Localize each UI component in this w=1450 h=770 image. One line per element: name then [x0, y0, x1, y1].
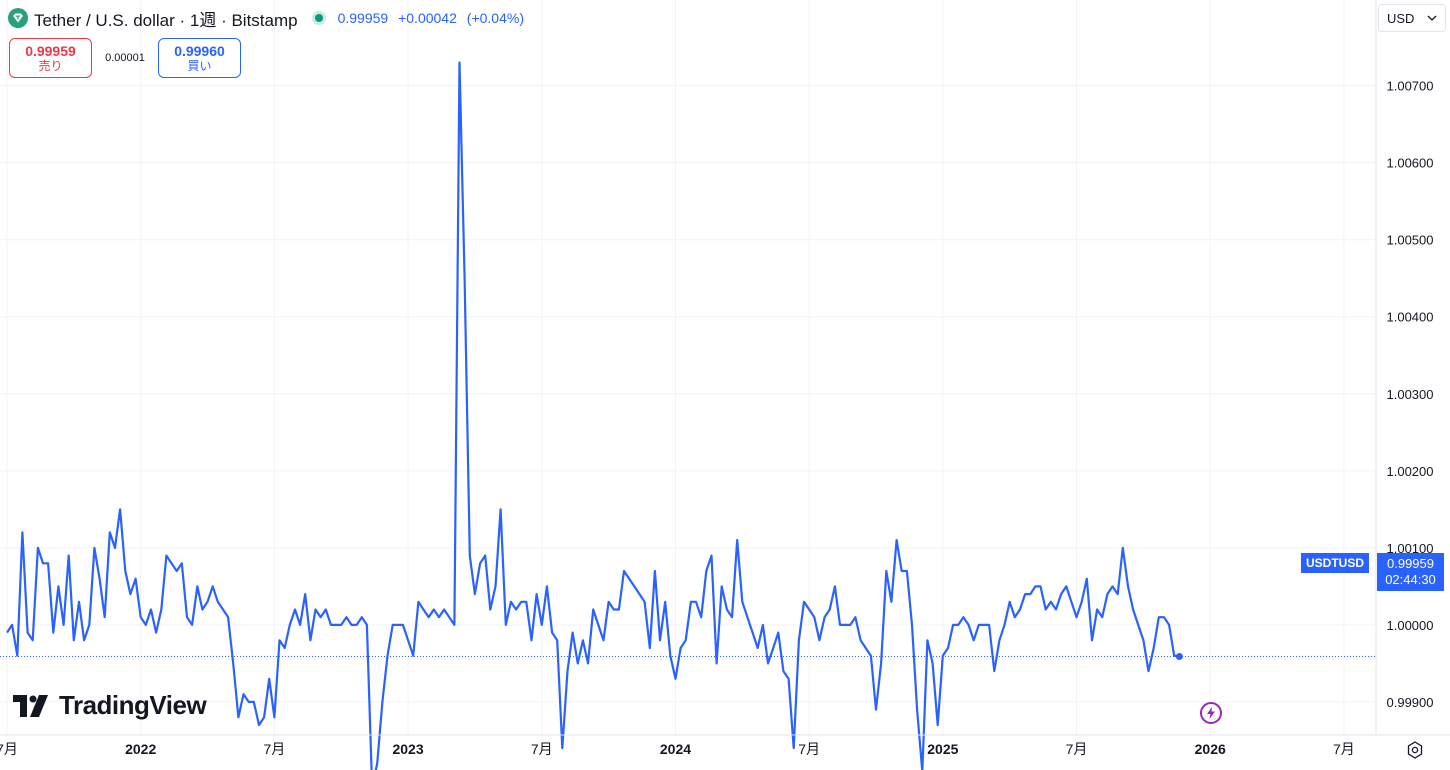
x-tick-label: 2024	[660, 741, 691, 757]
buy-price: 0.99960	[174, 42, 225, 59]
series-layer	[6, 61, 1183, 770]
header-change: +0.00042	[398, 10, 457, 26]
buy-button[interactable]: 0.99960 買い	[158, 38, 241, 78]
sell-button[interactable]: 0.99959 売り	[9, 38, 92, 78]
y-tick-label: 0.99900	[1387, 695, 1434, 710]
x-tick-label: 7月	[531, 741, 553, 757]
last-price-tag: 0.99959 02:44:30	[1377, 553, 1444, 591]
x-tick-label: 7月	[263, 741, 285, 757]
y-tick-label: 1.00400	[1387, 310, 1434, 325]
time-axis: 7月 2022 7月 2023 7月 2024 7月 2025 7月 2026 7月	[0, 741, 1355, 757]
symbol-title[interactable]: Tether / U.S. dollar · 1週 · Bitstamp	[34, 10, 298, 30]
y-tick-label: 1.00700	[1387, 79, 1434, 94]
bar-countdown: 02:44:30	[1385, 572, 1436, 587]
price-line-series	[6, 61, 1180, 770]
tether-logo-icon	[8, 8, 28, 28]
gear-icon[interactable]	[1403, 738, 1427, 762]
x-tick-label: 2022	[125, 741, 156, 757]
last-price-point	[1175, 652, 1183, 660]
chart-header: Tether / U.S. dollar · 1週 · Bitstamp 0.9…	[8, 6, 530, 30]
trade-panel: 0.99959 売り 0.00001 0.99960 買い	[9, 38, 241, 78]
x-tick-label: 7月	[798, 741, 820, 757]
spread-value: 0.00001	[105, 52, 145, 64]
chart-grid	[0, 0, 1376, 735]
tradingview-logo-icon	[13, 694, 48, 717]
x-tick-label: 7月	[1066, 741, 1088, 757]
currency-select[interactable]: USD	[1378, 4, 1446, 32]
x-tick-label: 7月	[1333, 741, 1355, 757]
header-quote: 0.99959 +0.00042 (+0.04%)	[338, 10, 530, 26]
y-tick-label: 1.00000	[1387, 618, 1434, 633]
x-tick-label: 7月	[0, 741, 18, 757]
market-open-indicator	[311, 11, 326, 25]
last-price-value: 0.99959	[1387, 556, 1434, 571]
watermark-text: TradingView	[59, 690, 207, 720]
x-tick-label: 2023	[392, 741, 423, 757]
price-axis: 1.00700 1.00600 1.00500 1.00400 1.00300 1.002…	[1387, 79, 1434, 710]
lightning-icon[interactable]	[1200, 702, 1222, 724]
y-tick-label: 1.00600	[1387, 156, 1434, 171]
header-change-pct: (+0.04%)	[466, 10, 524, 26]
header-price: 0.99959	[337, 10, 389, 26]
buy-label: 買い	[187, 58, 212, 73]
chevron-down-icon	[1427, 15, 1437, 21]
x-tick-label: 2026	[1195, 741, 1226, 757]
tradingview-watermark[interactable]: TradingView	[13, 690, 207, 721]
x-tick-label: 2025	[927, 741, 958, 757]
y-tick-label: 1.00500	[1387, 233, 1434, 248]
y-tick-label: 1.00200	[1387, 464, 1434, 479]
y-tick-label: 1.00300	[1387, 387, 1434, 402]
sell-label: 売り	[38, 58, 63, 73]
sell-price: 0.99959	[25, 42, 76, 59]
currency-value: USD	[1387, 10, 1415, 26]
symbol-price-tag: USDTUSD	[1301, 553, 1370, 573]
y-tick-label: 1.00100	[1387, 541, 1434, 556]
